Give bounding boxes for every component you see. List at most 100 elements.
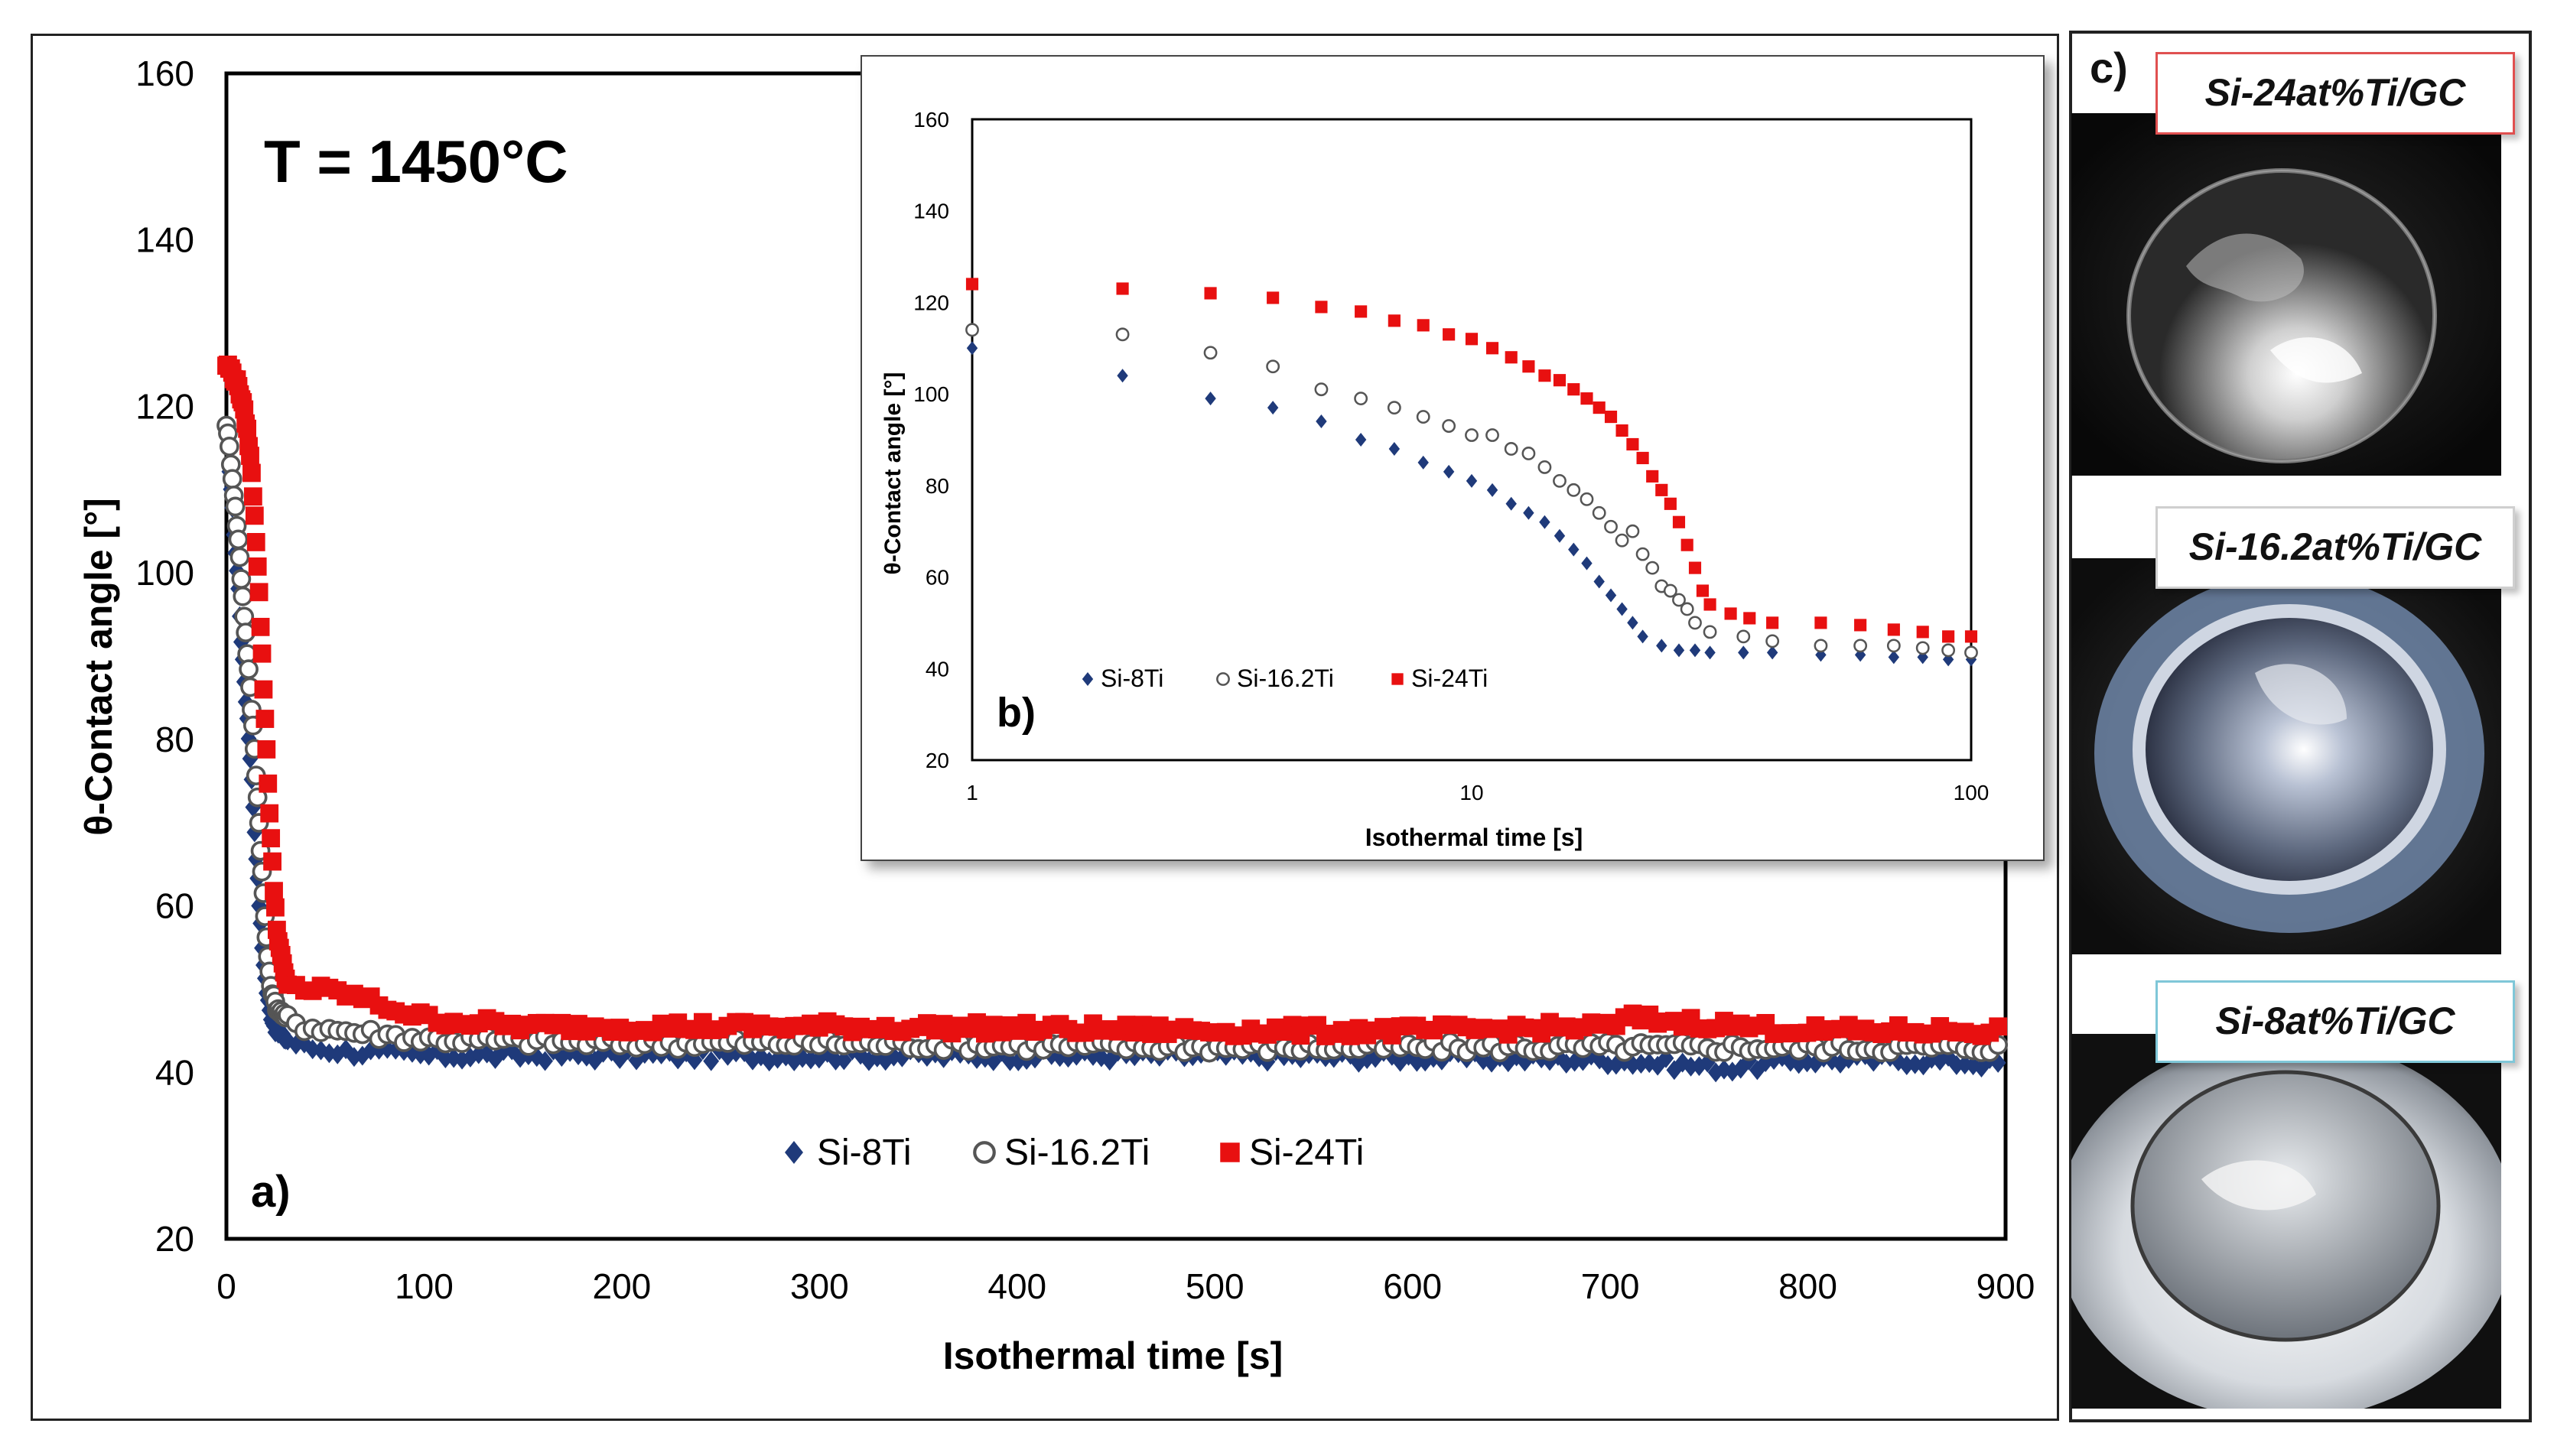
droplet-photo-si-16-2ti <box>2071 558 2501 954</box>
data-point <box>1683 1056 1699 1077</box>
inset-data-point <box>1688 561 1702 574</box>
inset-data-point <box>1387 401 1401 415</box>
inset-data-point <box>1656 639 1667 653</box>
data-point <box>1384 1045 1401 1066</box>
inset-data-point <box>1636 451 1649 465</box>
inset-data-point <box>1568 542 1580 557</box>
photo-label-si-24ti: Si-24at%Ti/GC <box>2155 52 2515 135</box>
inset-data-point <box>1672 515 1686 528</box>
data-point <box>886 1046 902 1067</box>
inset-data-point <box>1485 428 1499 442</box>
inset-chart-frame: 20 40 60 80 100 120 140 160 1 10 100 b) Isothermal… <box>861 55 2045 861</box>
data-point <box>247 787 268 808</box>
data-point <box>228 529 249 550</box>
inset-legend-marker-si-16-2ti <box>1216 672 1230 686</box>
inset-data-point <box>1766 645 1778 660</box>
data-point <box>262 829 281 848</box>
inset-data-point <box>1646 470 1659 483</box>
data-point <box>243 487 262 506</box>
inset-data-point <box>1316 414 1327 429</box>
data-point <box>266 898 285 917</box>
x-tick-label: 500 <box>1186 1266 1244 1306</box>
inset-data-point <box>1486 483 1498 497</box>
inset-data-point <box>1504 442 1518 456</box>
inset-data-point <box>1355 305 1368 318</box>
y-tick-label: 40 <box>155 1052 194 1092</box>
inset-legend-label-si-16-2ti: Si-16.2Ti <box>1237 665 1334 692</box>
data-point <box>259 774 278 793</box>
x-tick-label: 400 <box>987 1266 1046 1306</box>
x-tick-label: 300 <box>790 1266 849 1306</box>
legend-marker-si-24ti <box>1220 1142 1240 1162</box>
inset-plot-area <box>971 118 1973 762</box>
inset-y-axis-label: θ-Contact angle [°] <box>880 372 906 575</box>
inset-data-point <box>1580 492 1594 506</box>
inset-data-point <box>1704 645 1716 660</box>
inset-data-point <box>1604 410 1618 424</box>
x-tick-label: 200 <box>593 1266 652 1306</box>
legend-marker-si-8ti <box>785 1141 803 1164</box>
inset-data-point <box>1703 625 1717 639</box>
inset-data-point <box>1204 287 1217 300</box>
inset-data-point <box>1417 455 1429 470</box>
data-point <box>1567 1051 1583 1072</box>
inset-data-point <box>1315 301 1328 314</box>
inset-y-tick-label: 80 <box>926 474 949 498</box>
inset-data-point <box>1888 650 1900 665</box>
data-point <box>254 680 273 699</box>
inset-data-point <box>1915 641 1930 655</box>
data-point <box>1965 1055 1982 1076</box>
inset-data-point <box>1724 607 1737 620</box>
data-point <box>1707 1062 1724 1083</box>
data-point <box>1060 1048 1076 1068</box>
droplet-image-si-8ti <box>2071 1034 2501 1409</box>
data-point <box>265 882 283 901</box>
inset-data-point <box>1443 328 1456 341</box>
data-point <box>239 659 259 679</box>
inset-data-point <box>1743 612 1756 625</box>
inset-data-point <box>1388 441 1401 456</box>
data-point <box>241 447 259 465</box>
inset-data-point <box>1523 505 1534 520</box>
data-point <box>235 400 254 419</box>
inset-data-point <box>1205 392 1216 406</box>
data-point <box>537 1051 554 1071</box>
inset-data-point <box>1615 424 1628 437</box>
inset-series-si-24ti <box>965 278 1978 643</box>
data-point <box>1002 1051 1018 1071</box>
data-point <box>220 436 239 457</box>
inset-data-point <box>1887 623 1900 636</box>
inset-legend-label-si-24ti: Si-24Ti <box>1411 665 1488 692</box>
data-point <box>861 1051 877 1071</box>
inset-data-point <box>965 278 979 291</box>
droplet-photo-si-8ti <box>2071 1034 2501 1409</box>
inset-data-point <box>1664 497 1677 510</box>
inset-data-point <box>1703 598 1716 611</box>
data-point <box>1915 1055 1931 1076</box>
inset-y-tick-label: 60 <box>926 566 949 590</box>
inset-data-point <box>1627 616 1638 630</box>
inset-data-point <box>1314 382 1329 397</box>
inset-data-point <box>1916 626 1929 639</box>
inset-data-point <box>1485 342 1499 355</box>
inset-data-point <box>1663 583 1677 598</box>
inset-data-point <box>1521 447 1536 460</box>
data-point <box>234 606 255 627</box>
data-point <box>248 557 267 576</box>
photo-label-si-16-2ti: Si-16.2at%Ti/GC <box>2155 506 2515 589</box>
data-point <box>255 710 275 728</box>
inset-data-point <box>1537 460 1552 474</box>
data-point <box>245 506 264 525</box>
inset-data-point <box>1635 547 1650 561</box>
inset-data-point <box>1417 319 1430 332</box>
panel-a-label: a) <box>251 1167 291 1217</box>
inset-x-axis-label: Isothermal time [s] <box>1365 824 1583 851</box>
inset-data-point <box>1580 392 1593 405</box>
inset-data-point <box>1680 538 1693 551</box>
data-point <box>1500 1052 1517 1073</box>
chart-title: T = 1450°C <box>264 128 568 195</box>
droplet-photo-si-24ti <box>2071 113 2501 476</box>
y-tick-label: 120 <box>135 386 194 426</box>
data-point <box>233 586 253 606</box>
inset-data-point <box>1615 533 1629 548</box>
